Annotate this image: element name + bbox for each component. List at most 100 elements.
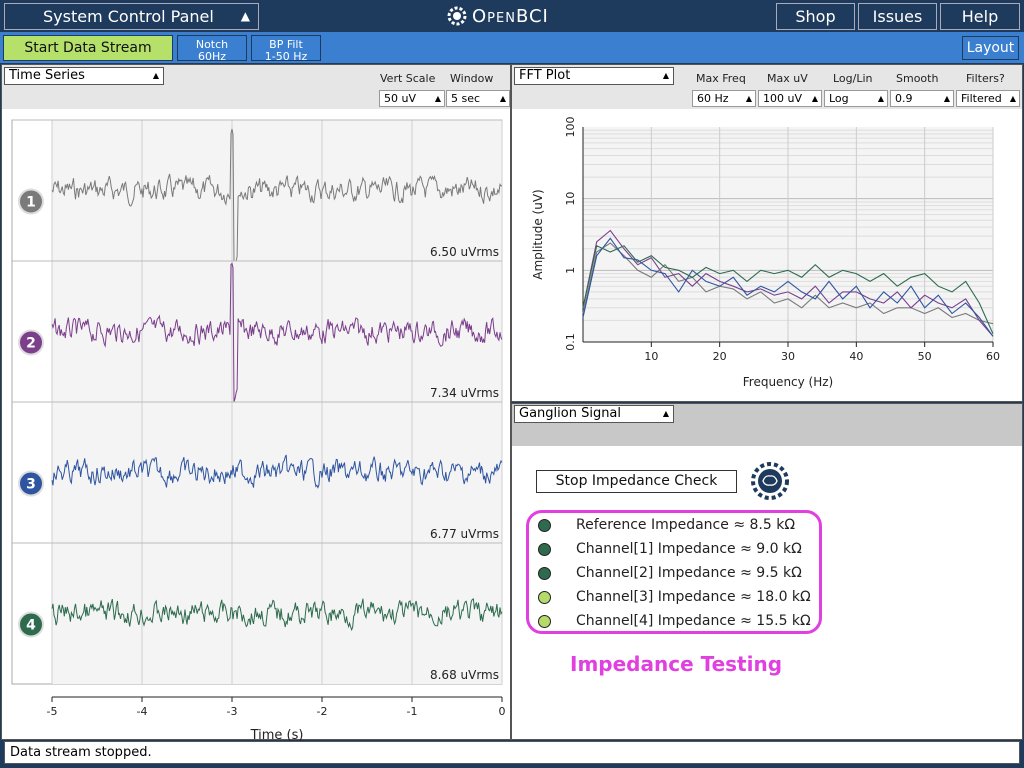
impedance-status-dot: [538, 590, 551, 604]
max-uv-value: 100 uV: [763, 92, 802, 105]
impedance-row: Channel[3] Impedance ≈ 18.0 kΩ: [538, 587, 811, 607]
channel-badge[interactable]: [18, 188, 44, 215]
system-control-panel-button[interactable]: System Control Panel ▲: [4, 3, 259, 30]
impedance-row: Channel[4] Impedance ≈ 15.5 kΩ: [538, 611, 811, 631]
brain-gear-icon: [751, 462, 789, 500]
fft-x-tick-label: 60: [986, 350, 1000, 363]
log-lin-value: Log: [829, 92, 849, 105]
caret-up-icon: ▲: [877, 94, 884, 103]
impedance-highlight-box: [526, 510, 822, 634]
ts-x-tick-label: -1: [407, 705, 418, 718]
caret-up-icon: ▲: [434, 94, 441, 103]
channel-rms: 8.68 uVrms: [430, 668, 499, 682]
bandpass-filter-button[interactable]: BP Filt 1-50 Hz: [251, 35, 321, 63]
vert-scale-value: 50 uV: [384, 92, 416, 105]
caret-up-icon: ▲: [811, 94, 818, 103]
log-lin-select[interactable]: Log ▲: [824, 90, 888, 107]
fft-y-tick-label: 0.1: [564, 333, 577, 351]
ganglion-dropdown[interactable]: Ganglion Signal ▲: [514, 405, 674, 423]
notch-label: Notch: [195, 38, 229, 51]
impedance-label: Channel[4] Impedance ≈ 15.5 kΩ: [576, 613, 811, 629]
ts-x-tick-label: -3: [227, 705, 238, 718]
notch-filter-button[interactable]: Notch 60Hz: [177, 35, 247, 63]
window-select[interactable]: 5 sec ▲: [446, 90, 510, 107]
channel-number: 1: [26, 195, 36, 211]
impedance-label: Channel[1] Impedance ≈ 9.0 kΩ: [576, 541, 802, 557]
ts-x-axis-label: Time (s): [250, 728, 304, 741]
fft-x-tick-label: 10: [644, 350, 658, 363]
shop-button[interactable]: Shop: [776, 3, 855, 30]
time-series-dropdown[interactable]: Time Series ▲: [4, 67, 164, 85]
channel-number: 2: [26, 336, 36, 352]
fft-series-line: [582, 229, 994, 337]
impedance-label: Channel[2] Impedance ≈ 9.5 kΩ: [576, 565, 802, 581]
channel-rms: 7.34 uVrms: [430, 386, 499, 400]
filters-value: Filtered: [961, 92, 1002, 105]
issues-button[interactable]: Issues: [858, 3, 937, 30]
impedance-row: Channel[1] Impedance ≈ 9.0 kΩ: [538, 539, 802, 559]
openbci-gear-icon: [447, 6, 467, 26]
vert-scale-select[interactable]: 50 uV ▲: [379, 90, 445, 107]
impedance-status-dot: [538, 518, 551, 532]
impedance-testing-annotation: Impedance Testing: [570, 652, 783, 676]
fft-dropdown[interactable]: FFT Plot ▲: [514, 67, 674, 85]
fft-x-axis-label: Frequency (Hz): [743, 375, 834, 389]
channel-rms: 6.77 uVrms: [430, 527, 499, 541]
channel-badge[interactable]: [18, 611, 44, 638]
bp-label: BP Filt: [269, 38, 303, 51]
start-data-stream-button[interactable]: Start Data Stream: [3, 35, 173, 61]
impedance-status-dot: [538, 566, 551, 580]
top-bar: System Control Panel ▲ OpenBCI Shop Issu…: [0, 0, 1024, 32]
fft-x-tick-label: 30: [781, 350, 795, 363]
time-series-panel: Time Series ▲ Vert Scale Window 50 uV ▲ 5 …: [1, 64, 511, 741]
stop-impedance-button[interactable]: Stop Impedance Check: [536, 470, 737, 493]
fft-plot: 100 10 1 0.1 10 20 30 40 50 60 Frequency (Hz) Ampli…: [531, 117, 1000, 390]
layout-button[interactable]: Layout: [962, 36, 1019, 60]
system-control-panel-label: System Control Panel: [43, 7, 214, 26]
time-series-title: Time Series: [9, 68, 85, 83]
max-freq-value: 60 Hz: [697, 92, 729, 105]
bp-value: 1-50 Hz: [264, 50, 308, 63]
channel-badge[interactable]: [18, 470, 44, 497]
help-button[interactable]: Help: [940, 3, 1020, 30]
max-uv-select[interactable]: 100 uV ▲: [758, 90, 822, 107]
fft-series-line: [582, 242, 994, 325]
ts-x-tick-label: 0: [499, 705, 506, 718]
caret-up-icon: ▲: [943, 94, 950, 103]
smooth-value: 0.9: [895, 92, 913, 105]
smooth-select[interactable]: 0.9 ▲: [890, 90, 954, 107]
impedance-label: Channel[3] Impedance ≈ 18.0 kΩ: [576, 589, 811, 605]
fft-y-tick-label: 100: [564, 117, 577, 138]
log-lin-label: Log/Lin: [833, 72, 873, 85]
triangle-up-icon: ▲: [240, 9, 250, 23]
fft-y-axis-label: Amplitude (uV): [531, 189, 545, 280]
impedance-label: Reference Impedance ≈ 8.5 kΩ: [576, 517, 796, 533]
caret-up-icon: ▲: [1009, 94, 1016, 103]
fft-panel: FFT Plot ▲ Max Freq Max uV Log/Lin Smooth…: [511, 64, 1023, 402]
channel-trace: [51, 454, 503, 489]
window-value: 5 sec: [451, 92, 481, 105]
channel-rms: 6.50 uVrms: [430, 245, 499, 259]
channel-trace: [51, 262, 503, 403]
ganglion-panel: Ganglion Signal ▲ Stop Impedance Check Re…: [511, 403, 1023, 740]
time-series-plot: 1 6.50 uVrms 2 7.34 uVrms 3 6.77 uVrms 4 8.68 u…: [11, 119, 506, 741]
status-bar: Data stream stopped.: [4, 741, 1020, 764]
caret-up-icon: ▲: [662, 409, 669, 418]
impedance-row: Reference Impedance ≈ 8.5 kΩ: [538, 515, 795, 535]
fft-x-tick-label: 40: [849, 350, 863, 363]
max-uv-label: Max uV: [767, 72, 808, 85]
filters-select[interactable]: Filtered ▲: [956, 90, 1020, 107]
fft-title: FFT Plot: [519, 68, 571, 83]
filters-label: Filters?: [966, 72, 1005, 85]
ts-x-tick-label: -2: [317, 705, 328, 718]
channel-trace: [51, 598, 503, 632]
channel-badge[interactable]: [18, 329, 44, 356]
smooth-label: Smooth: [896, 72, 939, 85]
fft-y-tick-label: 1: [564, 267, 577, 274]
max-freq-select[interactable]: 60 Hz ▲: [692, 90, 756, 107]
openbci-logo: OpenBCI: [446, 5, 549, 27]
channel-trace: [51, 128, 503, 262]
fft-x-tick-label: 20: [713, 350, 727, 363]
fft-series-line: [582, 245, 994, 335]
fft-y-tick-label: 10: [564, 192, 577, 206]
